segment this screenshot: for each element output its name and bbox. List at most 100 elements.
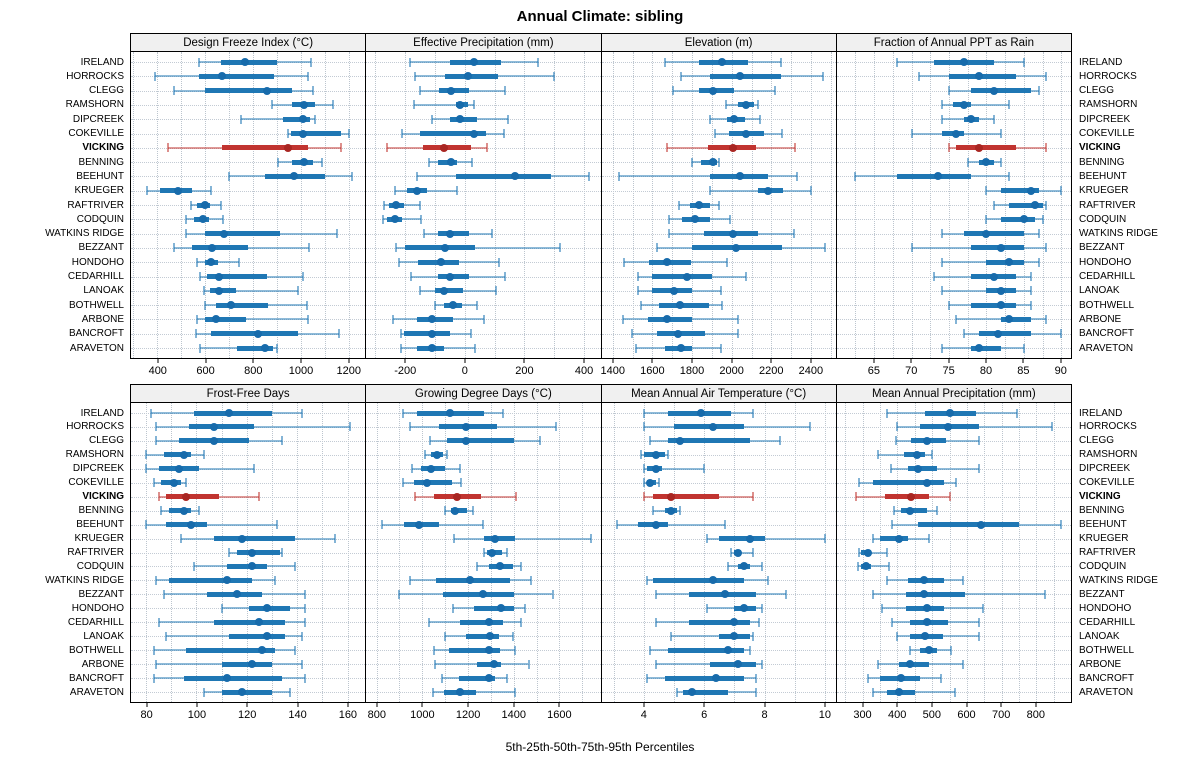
horizontal-gridline [836,510,1071,512]
median-dot [300,100,309,109]
site-label: VICKING [1079,491,1121,503]
whisker-end-cap [719,343,722,353]
horizontal-gridline [836,454,1071,456]
panel-strip-label: Elevation (m) [601,34,836,52]
whisker-end-cap [210,186,213,196]
panel-band-bottom: IRELAND HORROCKS CLEGG RAMSHORN DIPCREEK COKE… [0,384,1200,703]
median-dot [210,422,219,431]
whisker-end-cap [314,114,317,124]
median-dot [179,506,188,515]
panel-plot-area [131,403,366,702]
median-dot [179,450,188,459]
whisker-end-cap [276,520,279,530]
whisker-end-cap [194,329,197,339]
whisker-end-cap [955,314,958,324]
whisker-end-cap [192,561,195,571]
median-dot [895,688,904,696]
median-dot [451,506,460,515]
percentile-25-75-bar [683,689,729,695]
whisker-end-cap [184,229,187,239]
whisker-end-cap [1045,200,1048,210]
median-dot [974,72,983,81]
whisker-end-cap [680,71,683,81]
whisker-end-cap [824,243,827,253]
median-dot [745,534,754,543]
median-dot [484,618,493,627]
whisker-end-cap [754,673,757,683]
median-dot [709,422,718,431]
median-dot [997,243,1006,252]
axis-left-spacer [0,359,130,384]
whisker-end-cap [401,478,404,488]
median-dot [487,548,496,557]
percentile-5-95-whisker [396,246,561,249]
median-dot [390,215,399,224]
axis-tick-mark [348,359,350,363]
whisker-end-cap [822,71,825,81]
axis-band-top: 400 600 800 1000 1200 -200 0 200 400 1400 1600 1800… [0,359,1200,384]
horizontal-gridline [601,468,836,470]
whisker-end-cap [708,114,711,124]
whisker-end-cap [992,114,995,124]
median-dot [674,329,683,338]
site-label: BOTHWELL [1079,299,1135,311]
site-label: ARAVETON [69,686,124,698]
whisker-end-cap [410,464,413,474]
site-label: RAFTRIVER [67,547,124,558]
whisker-end-cap [1037,229,1040,239]
median-dot [982,229,991,238]
whisker-end-cap [1045,243,1048,253]
percentile-25-75-bar [719,536,765,542]
site-label: RAMSHORN [65,449,124,461]
site-labels-right: IRELAND HORROCKS CLEGG RAMSHORN DIPCREEK COKE… [1072,33,1200,359]
axis-tick-label: 8 [761,709,768,721]
whisker-end-cap [948,86,950,96]
whisker-end-cap [678,200,681,210]
whisker-end-cap [195,257,198,267]
horizontal-gridline [836,205,1071,206]
axis-tick-mark [157,359,159,363]
whisker-end-cap [482,548,485,557]
whisker-end-cap [452,603,455,613]
panel-strip-label: Growing Degree Days (°C) [366,385,601,403]
horizontal-gridline [836,219,1071,221]
median-dot [227,301,236,310]
whisker-end-cap [727,561,730,571]
whisker-end-cap [691,157,694,167]
median-dot [263,632,272,641]
median-dot [247,660,256,669]
whisker-end-cap [910,129,913,138]
median-dot [495,562,504,571]
whisker-end-cap [854,171,857,181]
axis-tick-mark [558,703,560,707]
whisker-end-cap [502,129,505,138]
site-label: HORROCKS [1079,70,1137,82]
percentile-25-75-bar [465,633,499,639]
whisker-end-cap [321,157,324,167]
panel: Mean Annual Air Temperature (°C) [600,385,836,702]
axis-tick-mark [764,703,766,707]
whisker-end-cap [145,520,148,530]
axis-tick-label: 1600 [640,365,665,377]
whisker-end-cap [153,71,156,81]
whisker-end-cap [420,214,423,224]
whisker-end-cap [670,631,673,641]
site-label: BEZZANT [1079,242,1125,254]
median-dot [217,72,226,81]
axis-tick-label: 1000 [288,365,314,377]
whisker-end-cap [203,450,206,460]
whisker-end-cap [431,687,434,697]
whisker-end-cap [1016,408,1019,418]
whisker-end-cap [433,300,436,310]
whisker-end-cap [524,603,527,613]
median-dot [1019,215,1028,224]
whisker-end-cap [395,243,398,253]
whisker-end-cap [962,329,965,339]
whisker-end-cap [706,534,709,544]
median-dot [993,329,1002,338]
median-dot [198,215,207,224]
percentile-25-75-bar [873,480,945,486]
whisker-end-cap [1060,329,1063,339]
whisker-end-cap [203,687,206,697]
whisker-end-cap [483,314,486,324]
